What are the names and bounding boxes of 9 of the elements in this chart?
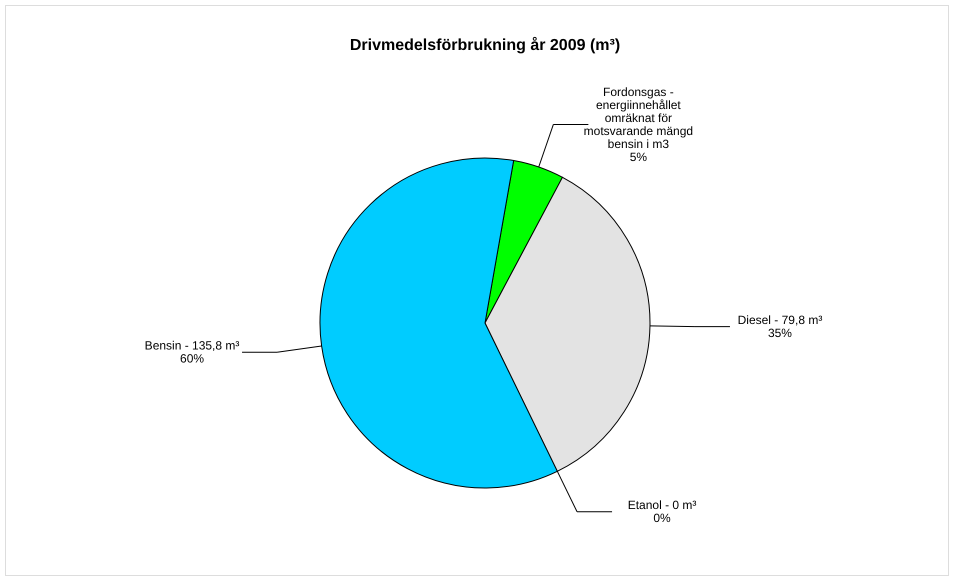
legend-label: Etanol - 0 m³	[628, 498, 696, 512]
text: 0%	[653, 511, 671, 526]
legend-label: Diesel - 79,8 m³	[738, 313, 822, 328]
slice-label: Fordonsgas - energiinnehållet omräknat för motsvarande mängd bensin i m3	[584, 84, 694, 151]
data-label: 5%	[630, 150, 648, 164]
slice-label: Bensin - 135,8 m³	[144, 338, 240, 353]
data-label: 35%	[768, 326, 792, 340]
chart-title: Drivmedelsförbrukning år 2009 (m³)	[350, 36, 620, 54]
data-label: 60%	[180, 352, 204, 366]
